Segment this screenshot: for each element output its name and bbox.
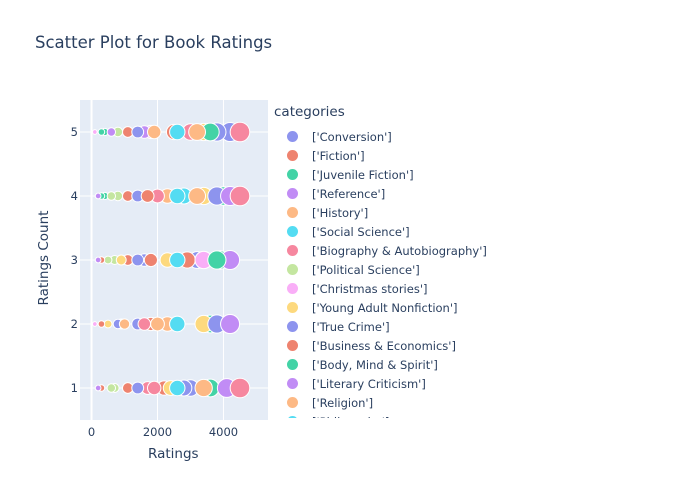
legend-label: ['Biography & Autobiography'] — [312, 243, 487, 258]
legend-item[interactable]: ['Political Science'] — [272, 260, 532, 279]
scatter-point[interactable] — [169, 379, 186, 397]
y-tick-label: 3 — [71, 253, 78, 267]
legend-item[interactable]: ['Social Science'] — [272, 222, 532, 241]
legend-item[interactable]: ['True Crime'] — [272, 317, 532, 336]
scatter-point[interactable] — [131, 381, 145, 395]
scatter-point[interactable] — [169, 123, 186, 141]
legend-swatch — [287, 245, 298, 256]
scatter-point[interactable] — [169, 315, 186, 333]
legend-swatch — [287, 226, 298, 237]
legend-label: ['Body, Mind & Spirit'] — [312, 357, 438, 372]
scatter-point[interactable] — [146, 380, 162, 396]
legend-item[interactable]: ['Literary Criticism'] — [272, 374, 532, 393]
legend-item[interactable]: ['Religion'] — [272, 393, 532, 412]
legend-swatch — [287, 340, 298, 351]
legend-label: ['Christmas stories'] — [312, 281, 428, 296]
y-tick-label: 2 — [71, 317, 78, 331]
legend-swatch — [287, 321, 298, 332]
legend-swatch — [287, 302, 298, 313]
legend-label: ['History'] — [312, 205, 369, 220]
legend-label: ['Political Science'] — [312, 262, 420, 277]
legend-item[interactable]: ['Philosophy'] — [272, 412, 532, 418]
x-tick-label: 4000 — [209, 425, 238, 439]
scatter-point[interactable] — [229, 121, 251, 143]
legend-swatch — [287, 264, 298, 275]
scatter-point[interactable] — [92, 321, 98, 327]
scatter-point[interactable] — [106, 127, 117, 137]
scatter-point[interactable] — [103, 319, 113, 329]
scatter-point[interactable] — [97, 320, 106, 328]
legend-label: ['Young Adult Nonfiction'] — [312, 300, 458, 315]
legend-item[interactable]: ['Juvenile Fiction'] — [272, 165, 532, 184]
scatter-point[interactable] — [169, 187, 186, 205]
scatter-point[interactable] — [94, 256, 102, 264]
legend-swatch — [287, 397, 298, 408]
scatter-point[interactable] — [229, 377, 251, 399]
legend-item[interactable]: ['Young Adult Nonfiction'] — [272, 298, 532, 317]
x-tick-label: 2000 — [143, 425, 172, 439]
x-axis-label: Ratings — [148, 446, 199, 462]
legend-label: ['Conversion'] — [312, 129, 392, 144]
legend-swatch — [287, 283, 298, 294]
legend-swatch — [287, 131, 298, 142]
legend-item[interactable]: ['Christmas stories'] — [272, 279, 532, 298]
legend-swatch — [287, 188, 298, 199]
scatter-point[interactable] — [137, 317, 152, 331]
legend-label: ['True Crime'] — [312, 319, 390, 334]
y-tick-label: 1 — [71, 381, 78, 395]
scatter-point[interactable] — [103, 255, 113, 265]
legend-swatch — [287, 207, 298, 218]
x-tick-label: 0 — [88, 425, 95, 439]
scatter-point[interactable] — [131, 253, 145, 267]
chart-title: Scatter Plot for Book Ratings — [35, 33, 273, 52]
scatter-point[interactable] — [207, 250, 227, 270]
legend-swatch — [287, 378, 298, 389]
legend-label: ['Juvenile Fiction'] — [312, 167, 414, 182]
scatter-point[interactable] — [143, 252, 158, 268]
legend-item[interactable]: ['History'] — [272, 203, 532, 222]
legend-item[interactable]: ['Business & Economics'] — [272, 336, 532, 355]
legend-item[interactable]: ['Conversion'] — [272, 127, 532, 146]
scatter-point[interactable] — [169, 251, 186, 269]
scatter-point[interactable] — [188, 123, 207, 141]
scatter-point[interactable] — [106, 191, 117, 201]
legend-label: ['Literary Criticism'] — [312, 376, 426, 391]
legend-label: ['Business & Economics'] — [312, 338, 456, 353]
scatter-point[interactable] — [229, 185, 251, 207]
legend-label: ['Religion'] — [312, 395, 374, 410]
y-tick-label: 5 — [71, 125, 78, 139]
legend-label: ['Reference'] — [312, 186, 386, 201]
legend-item[interactable]: ['Body, Mind & Spirit'] — [272, 355, 532, 374]
scatter-point[interactable] — [220, 313, 241, 335]
scatter-point[interactable] — [188, 187, 207, 205]
scatter-point[interactable] — [140, 189, 155, 203]
scatter-point[interactable] — [118, 318, 131, 330]
scatter-point[interactable] — [150, 316, 165, 332]
legend-swatch — [287, 150, 298, 161]
y-axis-label: Ratings Count — [36, 210, 52, 306]
legend-label: ['Philosophy'] — [312, 415, 389, 419]
legend-item[interactable]: ['Reference'] — [272, 184, 532, 203]
y-tick-label: 4 — [71, 189, 78, 203]
scatter-point[interactable] — [106, 383, 117, 393]
scatter-point[interactable] — [194, 378, 213, 398]
scatter-point[interactable] — [92, 129, 98, 135]
legend-swatch — [287, 416, 298, 418]
scatter-point[interactable] — [97, 128, 106, 136]
legend-label: ['Fiction'] — [312, 148, 365, 163]
legend-title: categories — [274, 104, 345, 120]
scatter-point[interactable] — [94, 384, 102, 392]
legend-item[interactable]: ['Fiction'] — [272, 146, 532, 165]
scatter-point[interactable] — [131, 125, 145, 139]
legend-item[interactable]: ['Biography & Autobiography'] — [272, 241, 532, 260]
scatter-point[interactable] — [146, 124, 162, 140]
legend-label: ['Social Science'] — [312, 224, 410, 239]
legend: categories ['Conversion'] ['Fiction'] ['Ju… — [272, 104, 532, 418]
legend-swatch — [287, 359, 298, 370]
scatter-point[interactable] — [94, 192, 102, 200]
legend-swatch — [287, 169, 298, 180]
scatter-point[interactable] — [115, 254, 127, 266]
